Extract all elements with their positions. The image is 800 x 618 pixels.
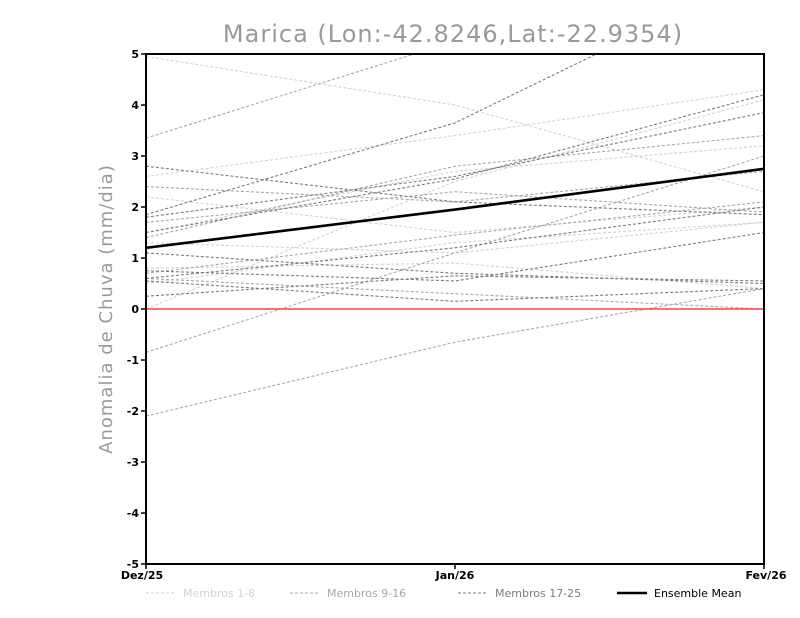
member-line-m2: [146, 89, 764, 177]
tick-marks: [141, 53, 765, 569]
member-line-m22: [146, 280, 764, 302]
plot-frame: [145, 53, 765, 565]
ensemble-mean-line: [146, 167, 764, 250]
member-line-m24: [146, 94, 764, 234]
member-line-m11: [146, 155, 764, 353]
y-tick-label: -4: [127, 507, 140, 520]
member-line-m20: [146, 252, 764, 285]
member-line-m7: [146, 196, 764, 234]
x-tick-label: Fev/26: [745, 569, 786, 582]
member-line-m23: [146, 275, 764, 297]
member-line-m3: [146, 145, 764, 234]
y-tick-label: -2: [127, 405, 139, 418]
legend-label: Membros 9-16: [327, 587, 406, 600]
y-tick-label: -5: [127, 558, 139, 571]
y-tick-label: -3: [127, 456, 139, 469]
member-line-m10: [146, 288, 764, 417]
y-tick-label: 1: [131, 252, 139, 265]
member-line-m8: [146, 221, 764, 254]
member-line-m13: [146, 135, 764, 239]
member-line-m14: [146, 277, 764, 310]
member-line-m19: [146, 112, 764, 218]
member-line-m6: [146, 99, 764, 310]
legend-label: Membros 17-25: [495, 587, 581, 600]
member-line-m25: [146, 231, 764, 282]
legend: Membros 1-8 Membros 9-16 Membros 17-25 Ense…: [146, 587, 741, 600]
member-line-m9: [146, 54, 417, 139]
member-line-m4: [146, 221, 764, 285]
y-axis-label: Anomalia de Chuva (mm/dia): [96, 164, 117, 454]
legend-label: Ensemble Mean: [654, 587, 741, 600]
member-line-m16: [146, 201, 764, 274]
y-tick-label: 4: [131, 99, 139, 112]
y-tick-label: 0: [131, 303, 139, 316]
member-line-m5: [146, 262, 764, 290]
member-line-m21: [146, 206, 764, 279]
x-tick-label: Jan/26: [435, 569, 475, 582]
y-tick-label: 5: [131, 48, 139, 61]
member-line-m1: [146, 56, 764, 193]
x-tick-label: Dez/25: [121, 569, 163, 582]
member-series: [146, 54, 764, 417]
member-line-m15: [146, 191, 764, 223]
legend-label: Membros 1-8: [183, 587, 255, 600]
y-tick-label: 2: [131, 201, 139, 214]
y-tick-label: -1: [127, 354, 139, 367]
y-tick-labels: 5 4 3 2 1 0 -1 -2 -3 -4 -5: [127, 48, 140, 571]
member-line-m18: [146, 165, 764, 216]
member-line-m17: [146, 54, 598, 216]
chart-title: Marica (Lon:-42.8246,Lat:-22.9354): [223, 20, 683, 48]
ensemble-mean-series: [146, 167, 764, 250]
y-tick-label: 3: [131, 150, 139, 163]
x-tick-labels: Dez/25 Jan/26 Fev/26: [121, 569, 787, 582]
